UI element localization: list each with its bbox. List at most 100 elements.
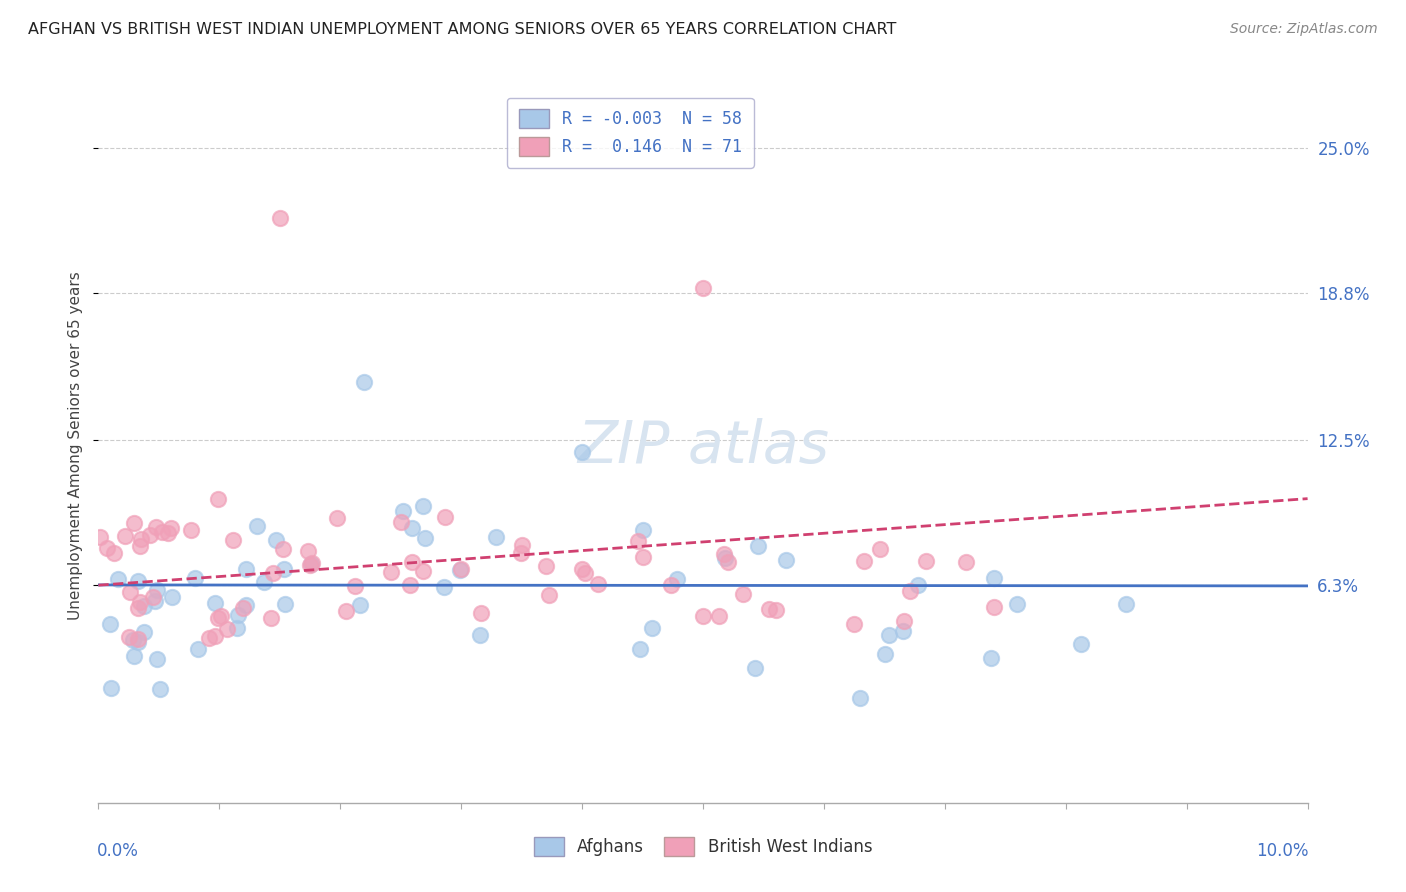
Point bbox=[96, 541, 118, 555]
Text: 0.0%: 0.0% bbox=[97, 842, 139, 860]
Point bbox=[744, 661, 766, 675]
Text: ZIP atlas: ZIP atlas bbox=[576, 417, 830, 475]
Point bbox=[226, 608, 249, 623]
Point bbox=[389, 515, 412, 529]
Point bbox=[122, 516, 145, 531]
Point bbox=[298, 558, 321, 572]
Point bbox=[571, 562, 593, 576]
Point bbox=[127, 632, 149, 646]
Point bbox=[869, 541, 891, 556]
Point bbox=[631, 550, 654, 565]
Point bbox=[627, 533, 650, 548]
Point bbox=[204, 629, 226, 643]
Point bbox=[401, 521, 423, 535]
Point bbox=[449, 562, 471, 576]
Point bbox=[118, 630, 141, 644]
Point bbox=[225, 621, 247, 635]
Point bbox=[433, 581, 456, 595]
Point bbox=[273, 597, 295, 611]
Point bbox=[103, 546, 125, 560]
Point bbox=[207, 611, 229, 625]
Point bbox=[537, 588, 560, 602]
Point bbox=[983, 600, 1005, 615]
Point bbox=[152, 524, 174, 539]
Point bbox=[401, 555, 423, 569]
Point bbox=[891, 624, 914, 638]
Point bbox=[143, 594, 166, 608]
Point bbox=[413, 531, 436, 545]
Point bbox=[714, 550, 737, 565]
Point bbox=[713, 547, 735, 561]
Point bbox=[877, 628, 900, 642]
Point bbox=[118, 585, 141, 599]
Point bbox=[1070, 637, 1092, 651]
Point bbox=[145, 652, 167, 666]
Point bbox=[641, 621, 664, 635]
Point bbox=[765, 603, 787, 617]
Point bbox=[160, 590, 183, 604]
Text: Source: ZipAtlas.com: Source: ZipAtlas.com bbox=[1230, 22, 1378, 37]
Point bbox=[349, 598, 371, 612]
Point bbox=[659, 578, 682, 592]
Point bbox=[89, 531, 111, 545]
Text: 10.0%: 10.0% bbox=[1257, 842, 1309, 860]
Point bbox=[1115, 597, 1137, 611]
Point bbox=[301, 556, 323, 570]
Legend: Afghans, British West Indians: Afghans, British West Indians bbox=[524, 827, 882, 866]
Point bbox=[343, 579, 366, 593]
Point bbox=[849, 690, 872, 705]
Point bbox=[852, 554, 875, 568]
Point bbox=[534, 559, 557, 574]
Point bbox=[433, 509, 456, 524]
Point bbox=[159, 520, 181, 534]
Point bbox=[412, 500, 434, 514]
Point bbox=[145, 520, 167, 534]
Point bbox=[955, 555, 977, 569]
Point bbox=[574, 566, 596, 581]
Point bbox=[588, 577, 610, 591]
Point bbox=[873, 648, 896, 662]
Point bbox=[666, 572, 689, 586]
Point bbox=[571, 445, 593, 459]
Point bbox=[709, 609, 731, 624]
Point bbox=[132, 624, 155, 639]
Text: AFGHAN VS BRITISH WEST INDIAN UNEMPLOYMENT AMONG SENIORS OVER 65 YEARS CORRELATI: AFGHAN VS BRITISH WEST INDIAN UNEMPLOYME… bbox=[28, 22, 897, 37]
Point bbox=[142, 591, 165, 605]
Point bbox=[253, 574, 276, 589]
Point bbox=[235, 598, 257, 612]
Point bbox=[114, 529, 136, 543]
Point bbox=[692, 608, 714, 623]
Point bbox=[198, 631, 221, 645]
Point bbox=[127, 601, 149, 615]
Y-axis label: Unemployment Among Seniors over 65 years: Unemployment Among Seniors over 65 years bbox=[67, 272, 83, 620]
Point bbox=[335, 604, 357, 618]
Point bbox=[893, 614, 915, 628]
Point bbox=[187, 641, 209, 656]
Point bbox=[107, 572, 129, 586]
Point bbox=[628, 641, 651, 656]
Point bbox=[222, 533, 245, 547]
Point bbox=[124, 649, 146, 664]
Point bbox=[260, 611, 283, 625]
Point bbox=[692, 281, 714, 295]
Point bbox=[207, 492, 229, 507]
Point bbox=[149, 681, 172, 696]
Point bbox=[907, 578, 929, 592]
Point bbox=[325, 511, 347, 525]
Point bbox=[127, 574, 149, 589]
Point bbox=[775, 553, 797, 567]
Point bbox=[235, 562, 257, 576]
Point bbox=[232, 600, 254, 615]
Point bbox=[128, 595, 150, 609]
Point bbox=[180, 523, 202, 537]
Point bbox=[1005, 597, 1028, 611]
Point bbox=[842, 617, 865, 632]
Point bbox=[731, 587, 754, 601]
Point bbox=[156, 525, 179, 540]
Point bbox=[299, 557, 322, 571]
Point bbox=[139, 527, 162, 541]
Point bbox=[209, 608, 232, 623]
Point bbox=[127, 634, 149, 648]
Point bbox=[391, 503, 413, 517]
Point bbox=[353, 375, 375, 389]
